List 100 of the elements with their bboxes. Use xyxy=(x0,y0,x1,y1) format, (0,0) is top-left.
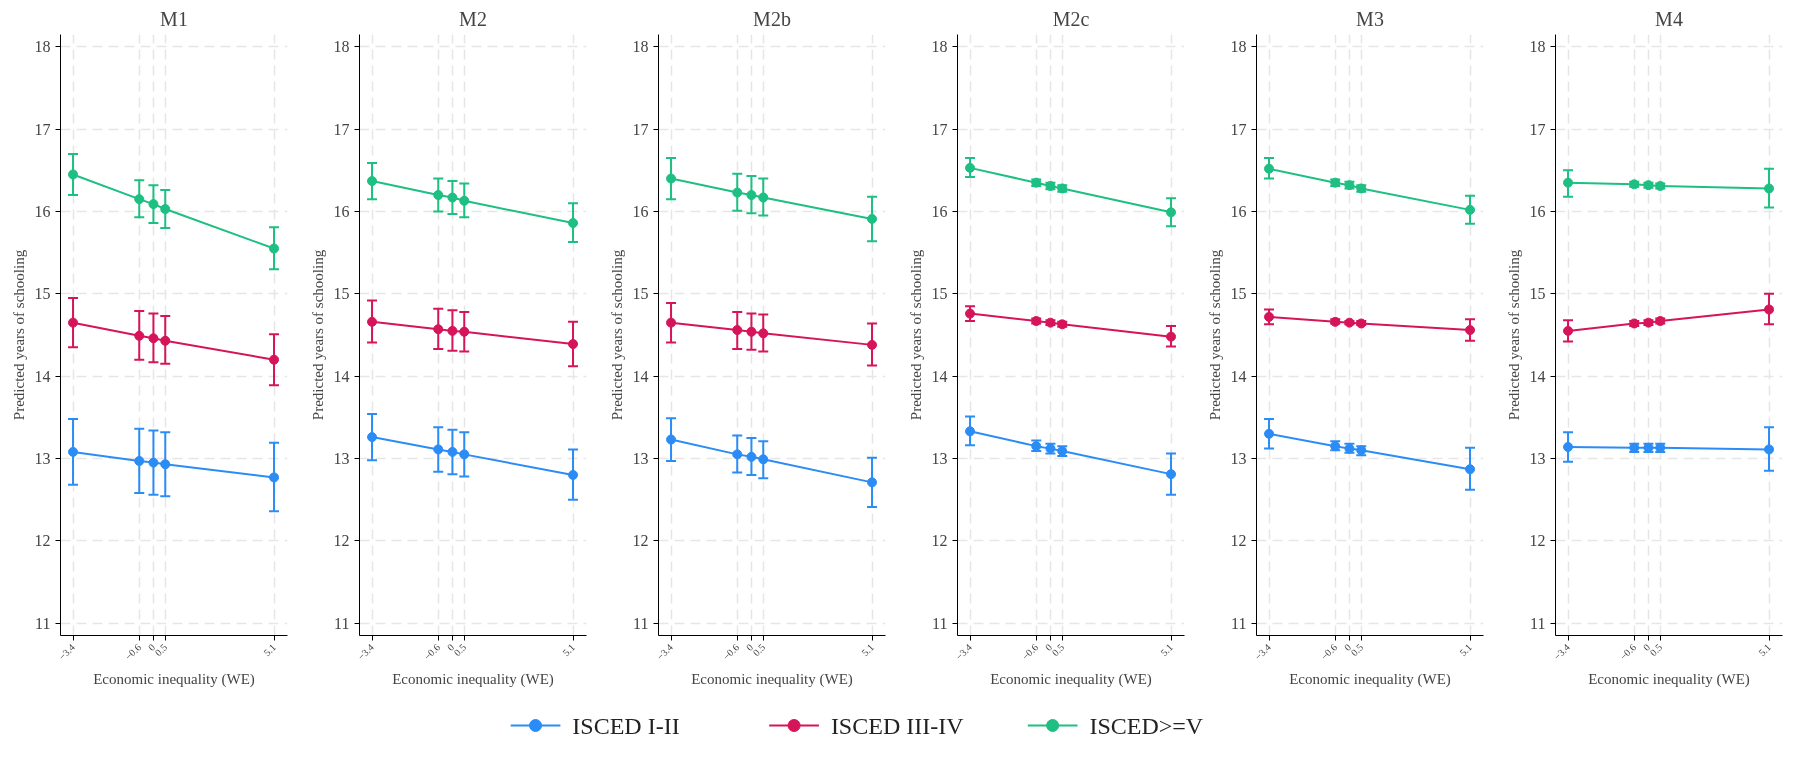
point xyxy=(666,317,677,328)
y-tick-label: 12 xyxy=(34,532,51,550)
y-axis-title: Predicted years of schooling xyxy=(1206,249,1223,421)
y-tick-label: 13 xyxy=(333,449,350,467)
point xyxy=(68,169,79,180)
x-tick-label: 5.1 xyxy=(1457,641,1474,659)
y-tick-label: 16 xyxy=(333,203,350,221)
point xyxy=(134,330,145,341)
y-tick-label: 17 xyxy=(333,120,350,138)
y-axis-title: Predicted years of schooling xyxy=(907,249,924,421)
y-tick-label: 15 xyxy=(34,285,51,303)
point xyxy=(160,204,171,215)
y-tick-label: 16 xyxy=(632,203,649,221)
chart-title: M4 xyxy=(1655,7,1683,30)
point xyxy=(148,333,159,344)
point xyxy=(269,243,280,254)
y-tick-label: 17 xyxy=(931,120,948,138)
y-tick-label: 14 xyxy=(632,367,649,385)
x-axis-title: Economic inequality (WE) xyxy=(93,671,255,689)
y-axis-title: Predicted years of schooling xyxy=(1505,249,1522,421)
legend-label: ISCED III-IV xyxy=(830,712,965,739)
y-tick-label: 14 xyxy=(34,367,51,385)
y-axis-title: Predicted years of schooling xyxy=(10,249,27,421)
point xyxy=(134,455,145,466)
y-tick-label: 16 xyxy=(1529,203,1546,221)
point xyxy=(1764,304,1775,315)
point xyxy=(1166,469,1177,480)
point xyxy=(965,426,976,437)
chart-title: M3 xyxy=(1356,7,1384,30)
point xyxy=(269,472,280,483)
point xyxy=(1563,441,1574,452)
y-tick-label: 17 xyxy=(1529,120,1546,138)
point xyxy=(746,190,757,201)
y-tick-label: 17 xyxy=(632,120,649,138)
x-tick-label: 5.1 xyxy=(1158,641,1175,659)
x-axis-title: Economic inequality (WE) xyxy=(990,671,1152,689)
y-tick-label: 11 xyxy=(1530,614,1546,632)
x-tick-label: −3.4 xyxy=(654,641,675,663)
x-tick-label: −0.6 xyxy=(1617,641,1639,663)
y-tick-label: 14 xyxy=(333,367,350,385)
y-tick-label: 16 xyxy=(931,203,948,221)
point xyxy=(1764,444,1775,455)
point xyxy=(269,354,280,365)
point xyxy=(867,339,878,350)
x-tick-label: 5.1 xyxy=(859,641,876,659)
y-tick-label: 16 xyxy=(34,203,51,221)
chart-title: M2 xyxy=(459,7,487,30)
x-tick-label: −0.6 xyxy=(720,641,742,663)
point xyxy=(459,449,470,460)
point xyxy=(433,190,444,201)
point xyxy=(758,454,769,465)
x-tick-label: −3.4 xyxy=(953,641,974,663)
y-tick-label: 18 xyxy=(632,38,649,56)
y-tick-label: 11 xyxy=(932,614,948,632)
point xyxy=(568,339,579,350)
y-tick-label: 15 xyxy=(632,285,649,303)
y-tick-label: 12 xyxy=(632,532,649,550)
point xyxy=(758,192,769,203)
point xyxy=(758,328,769,339)
y-tick-label: 14 xyxy=(1230,367,1247,385)
y-tick-label: 14 xyxy=(1529,367,1546,385)
y-tick-label: 18 xyxy=(34,38,51,56)
y-tick-label: 12 xyxy=(333,532,350,550)
point xyxy=(447,192,458,203)
y-axis-title: Predicted years of schooling xyxy=(608,249,625,421)
point xyxy=(367,176,378,187)
y-tick-label: 12 xyxy=(1529,532,1546,550)
y-tick-label: 17 xyxy=(34,120,51,138)
y-tick-label: 18 xyxy=(1230,38,1247,56)
legend-label: ISCED>=V xyxy=(1089,712,1204,739)
point xyxy=(568,469,579,480)
x-tick-label: −3.4 xyxy=(355,641,376,663)
x-tick-label: −3.4 xyxy=(56,641,77,663)
point xyxy=(1264,311,1275,322)
point xyxy=(1764,183,1775,194)
point xyxy=(459,195,470,206)
point xyxy=(459,326,470,337)
point xyxy=(746,451,757,462)
y-tick-label: 12 xyxy=(1230,532,1247,550)
x-tick-label: −0.6 xyxy=(1019,641,1041,663)
point xyxy=(732,325,743,336)
y-tick-label: 11 xyxy=(334,614,350,632)
y-tick-label: 15 xyxy=(333,285,350,303)
y-tick-label: 13 xyxy=(34,449,51,467)
y-tick-label: 13 xyxy=(1230,449,1247,467)
y-tick-label: 11 xyxy=(35,614,51,632)
point xyxy=(867,213,878,224)
point xyxy=(134,194,145,205)
point xyxy=(1563,177,1574,188)
point xyxy=(148,199,159,210)
point xyxy=(447,446,458,457)
x-tick-label: 5.1 xyxy=(1756,641,1773,659)
x-axis-title: Economic inequality (WE) xyxy=(392,671,554,689)
point xyxy=(447,325,458,336)
y-tick-label: 18 xyxy=(1529,38,1546,56)
point xyxy=(1264,428,1275,439)
legend-label: ISCED I-II xyxy=(572,712,680,739)
y-tick-label: 15 xyxy=(1529,285,1546,303)
point xyxy=(367,432,378,443)
x-tick-label: −3.4 xyxy=(1252,641,1273,663)
